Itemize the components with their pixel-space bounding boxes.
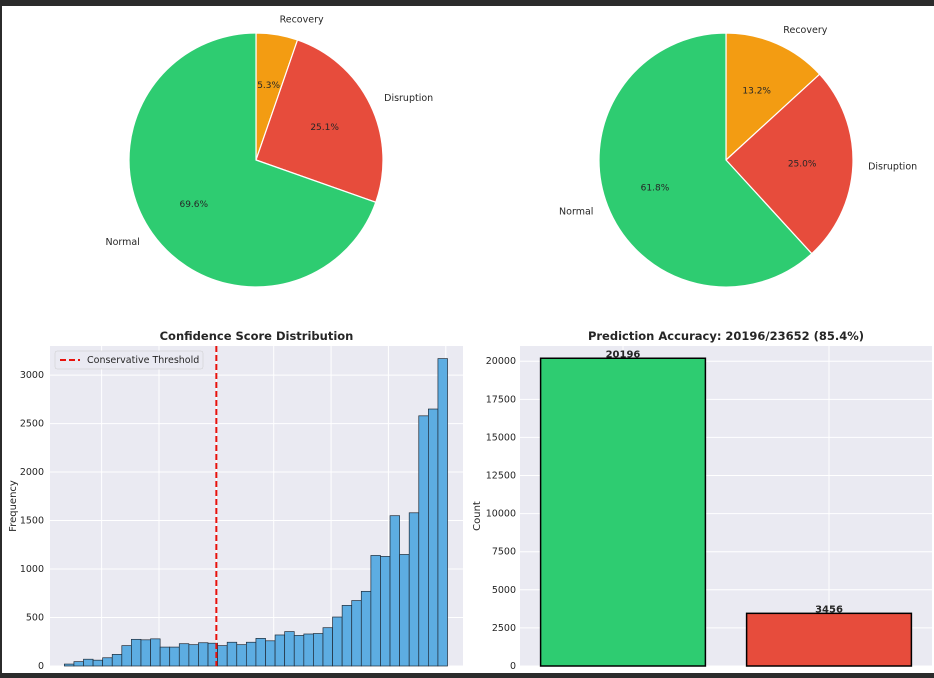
- y-tick-label: 10000: [486, 509, 516, 520]
- histogram-bar: [341, 605, 353, 667]
- pie-chart-2: Recovery 13.2% Disruption 25.0% Normal 61.8%: [559, 25, 917, 288]
- pie-slice: [128, 32, 377, 288]
- legend-box: [54, 350, 204, 370]
- histogram-bar: [284, 631, 295, 667]
- pie-label: Normal: [559, 207, 593, 218]
- accuracy-bar-chart: 0 2500 5000 7500 10000 12500 15000 17500 20000 20…: [472, 329, 932, 678]
- pie-percent-label: 13.2%: [742, 86, 771, 96]
- y-tick-label: 1000: [20, 564, 44, 575]
- histogram-bar: [399, 554, 410, 667]
- histogram-bar: [418, 415, 429, 667]
- histogram-bar: [274, 634, 286, 667]
- y-tick-label: 20000: [486, 356, 516, 367]
- pie-slice: [255, 39, 384, 204]
- histogram-bar: [332, 616, 343, 667]
- histogram-bar: [63, 663, 75, 667]
- histogram-bar: [178, 643, 190, 667]
- y-tick-label: 2500: [20, 419, 44, 430]
- histogram-bar: [121, 645, 132, 667]
- histogram-bar: [102, 657, 113, 667]
- y-tick-label: 15000: [486, 432, 516, 443]
- histogram-bar: [131, 638, 142, 667]
- histogram-bar: [169, 646, 180, 667]
- bar: [745, 612, 913, 667]
- histogram-bar: [111, 654, 123, 667]
- histogram-bar: [198, 642, 209, 667]
- pie-slice: [725, 73, 854, 255]
- pie-chart-1: Recovery 5.3% Disruption 25.1% Normal 69.6%: [106, 15, 433, 288]
- y-tick-label: 2500: [492, 623, 516, 634]
- y-tick-label: 7500: [492, 547, 516, 558]
- histogram-bar: [188, 644, 199, 667]
- histogram-bar: [322, 627, 333, 667]
- pie-label: Recovery: [783, 25, 827, 36]
- pie-slice: [598, 32, 813, 288]
- confidence-histogram: 0500100015002000250030000.40.50.60.70.80…: [8, 329, 463, 678]
- histogram-bar: [293, 635, 305, 667]
- histogram-bar: [245, 641, 257, 667]
- bar: [539, 357, 707, 667]
- pie-slice: [725, 32, 821, 162]
- histogram-bar: [159, 646, 171, 667]
- histogram-bar: [360, 590, 372, 667]
- histogram-bar: [73, 661, 84, 667]
- histogram-bar: [437, 358, 448, 667]
- legend-label: Conservative Threshold: [87, 355, 199, 366]
- y-tick-label: 5000: [492, 585, 516, 596]
- histogram-bar: [265, 640, 276, 667]
- histogram-bar: [83, 658, 94, 667]
- histogram-bar: [380, 556, 391, 667]
- bar-value-label: 3456: [815, 604, 843, 615]
- pie-percent-label: 25.0%: [788, 159, 817, 169]
- y-tick-label: 17500: [486, 394, 516, 405]
- histogram-bar: [370, 555, 381, 667]
- histogram-bar: [150, 638, 161, 667]
- pie-label: Recovery: [280, 15, 324, 26]
- histogram-bar: [236, 644, 247, 667]
- pie-percent-label: 25.1%: [310, 123, 339, 133]
- pie-percent-label: 69.6%: [179, 200, 208, 210]
- figure: Recovery 5.3% Disruption 25.1% Normal 69.6% R…: [2, 6, 934, 678]
- histogram-bar: [92, 659, 104, 667]
- pie-percent-label: 61.8%: [641, 184, 670, 194]
- chart-title: Prediction Accuracy: 20196/23652 (85.4%): [588, 329, 864, 343]
- chart-title: Confidence Score Distribution: [160, 329, 354, 343]
- y-axis-label: Frequency: [8, 480, 19, 532]
- histogram-bar: [140, 639, 151, 667]
- y-tick-label: 2000: [20, 467, 44, 478]
- y-tick-label: 0: [38, 661, 44, 672]
- pie-percent-label: 5.3%: [257, 81, 280, 91]
- histogram-bar: [428, 408, 439, 667]
- histogram-bar: [408, 512, 420, 667]
- bar-value-label: 20196: [606, 349, 641, 360]
- y-axis-label: Count: [472, 501, 483, 531]
- y-tick-label: 3000: [20, 370, 44, 381]
- pie-label: Normal: [106, 237, 140, 248]
- histogram-bar: [217, 645, 228, 667]
- y-tick-label: 1500: [20, 516, 44, 527]
- histogram-bar: [255, 638, 266, 667]
- y-tick-label: 500: [26, 613, 44, 624]
- histogram-bar: [226, 641, 238, 667]
- figure-canvas: Recovery 5.3% Disruption 25.1% Normal 69.6% R…: [8, 15, 932, 678]
- histogram-bar: [303, 633, 314, 667]
- y-tick-label: 0: [510, 661, 516, 672]
- histogram-bar: [389, 515, 400, 667]
- y-tick-label: 12500: [486, 471, 516, 482]
- histogram-bar: [351, 600, 362, 667]
- histogram-bar: [313, 633, 324, 667]
- pie-label: Disruption: [384, 93, 433, 104]
- pie-label: Disruption: [868, 161, 917, 172]
